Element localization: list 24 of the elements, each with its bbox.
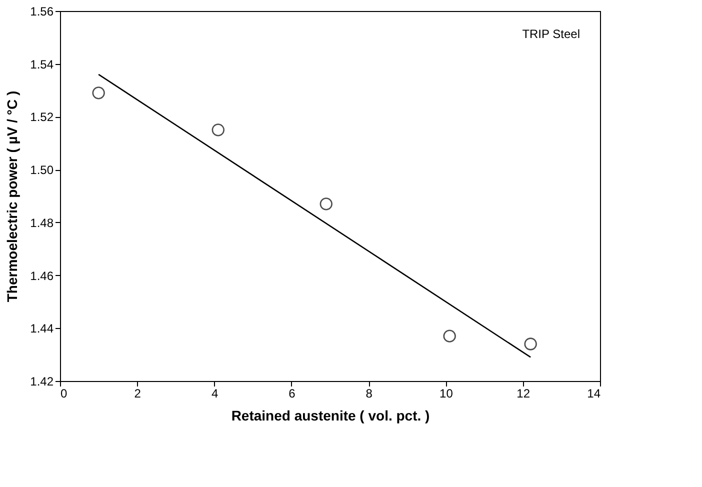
y-tick-label: 1.42 — [30, 374, 54, 388]
y-tick-label: 1.54 — [30, 57, 54, 72]
point — [524, 338, 537, 350]
y-tick-label: 1.48 — [30, 216, 54, 230]
x-tick-label: 4 — [211, 386, 218, 400]
y-axis-title: Thermoelectric power ( µV / °C ) — [4, 90, 20, 302]
point — [443, 330, 456, 342]
y-tick-label: 1.46 — [30, 268, 54, 283]
x-tick-label: 8 — [366, 386, 373, 400]
y-tick-label: 1.56 — [30, 4, 54, 18]
point — [320, 198, 332, 210]
x-tick-label: 2 — [134, 386, 142, 400]
x-tick-label: 10 — [440, 386, 454, 400]
x-tick-label: 14 — [587, 386, 601, 400]
y-tick-label: 1.50 — [30, 163, 54, 178]
x-axis-title: Retained austenite ( vol. pct. ) — [231, 408, 430, 424]
x-tick-label: 12 — [516, 386, 530, 400]
y-tick-label: 1.44 — [30, 322, 54, 336]
annotation: TRIP Steel — [522, 27, 580, 41]
point — [92, 86, 105, 100]
point — [212, 124, 224, 136]
x-tick-label: 6 — [288, 386, 296, 400]
y-tick-label: 1.52 — [30, 110, 54, 124]
x-tick-label: 0 — [60, 386, 68, 400]
